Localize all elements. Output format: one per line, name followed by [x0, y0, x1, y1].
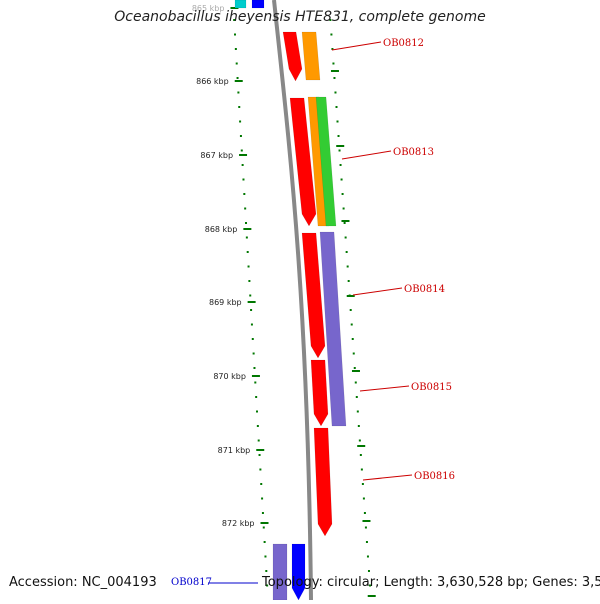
- axis-tick-label: 869 kbp: [209, 298, 242, 307]
- axis-tick-label: 871 kbp: [218, 446, 251, 455]
- gene-label: OB0815: [411, 382, 452, 393]
- gene-label: OB0813: [393, 147, 434, 158]
- gene-label: OB0817: [171, 577, 212, 588]
- tick-dots-left: [230, 7, 269, 587]
- axis-labels: 865 kbp 866 kbp 867 kbp 868 kbp 869 kbp 870 k…: [192, 4, 255, 528]
- leader-line: [359, 385, 410, 392]
- gene-green: [315, 96, 337, 227]
- gene-cyan: [234, 0, 247, 9]
- gene-red: [301, 232, 326, 359]
- genome-summary-text: Topology: circular; Length: 3,630,528 bp…: [262, 575, 600, 590]
- gene-red: [289, 97, 317, 227]
- gene-red: [282, 31, 303, 82]
- leader-line: [341, 150, 392, 160]
- genome-backbone: [272, 0, 313, 601]
- gene-purple: [272, 543, 288, 601]
- genome-title: Oceanobacillus iheyensis HTE831, complet…: [114, 9, 486, 25]
- gene-label: OB0816: [414, 471, 455, 482]
- axis-tick-label: 868 kbp: [205, 225, 238, 234]
- axis-tick-label: 866 kbp: [196, 77, 229, 86]
- gene-features: [234, 0, 347, 601]
- leader-line: [352, 287, 403, 296]
- leader-line: [331, 41, 382, 51]
- gene-labels: OB0812 OB0813 OB0814 OB0815 OB0816 OB0817: [171, 38, 455, 588]
- gene-orange: [301, 31, 321, 81]
- gene-purple: [319, 231, 347, 427]
- gene-label: OB0812: [383, 38, 424, 49]
- accession-text: Accession: NC_004193: [9, 575, 157, 590]
- axis-tick-label: 872 kbp: [222, 519, 255, 528]
- gene-blue-top: [251, 0, 265, 9]
- gene-red: [313, 427, 333, 537]
- tick-dots-right: [329, 19, 376, 597]
- axis-tick-label: 870 kbp: [213, 372, 246, 381]
- axis-tick-label: 865 kbp: [192, 4, 225, 13]
- gene-red: [310, 359, 329, 427]
- leader-line: [362, 474, 413, 481]
- gene-label: OB0814: [404, 284, 445, 295]
- backbone-line: [272, 0, 313, 601]
- gene-blue: [291, 543, 306, 601]
- axis-tick-label: 867 kbp: [200, 151, 233, 160]
